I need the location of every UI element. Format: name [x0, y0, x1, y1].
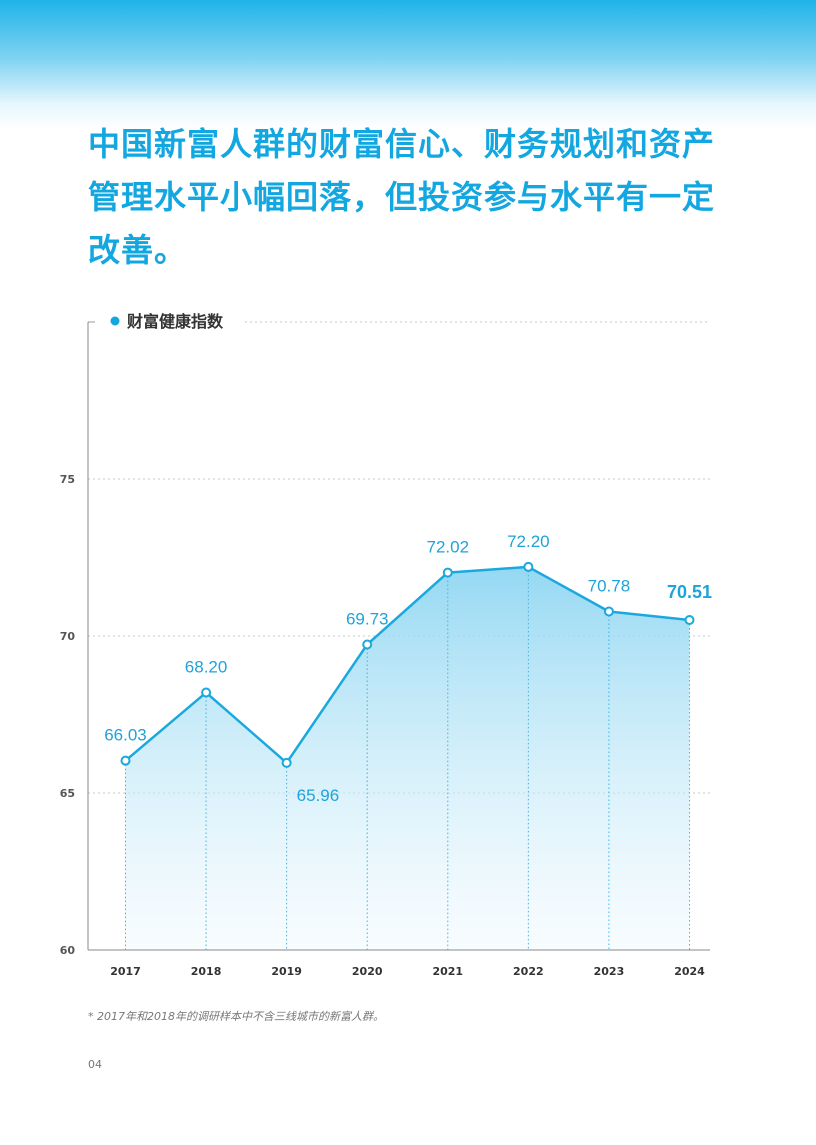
value-label: 72.02: [427, 538, 470, 557]
value-label: 72.20: [507, 532, 550, 551]
data-point: [201, 687, 212, 698]
data-point: [120, 755, 131, 766]
data-point: [442, 567, 453, 578]
x-tick-label: 2019: [271, 965, 302, 978]
x-tick-label: 2023: [594, 965, 625, 978]
y-tick-label: 70: [60, 630, 76, 643]
data-point: [523, 561, 534, 572]
data-point: [362, 639, 373, 650]
page-number: 04: [88, 1058, 102, 1071]
value-label: 68.20: [185, 658, 228, 677]
x-tick-label: 2017: [110, 965, 141, 978]
value-label: 70.78: [588, 577, 631, 596]
legend-label: 财富健康指数: [126, 312, 224, 331]
page-headline: 中国新富人群的财富信心、财务规划和资产管理水平小幅回落，但投资参与水平有一定改善…: [88, 125, 716, 269]
value-label: 70.51: [667, 582, 712, 602]
x-tick-label: 2021: [432, 965, 463, 978]
wealth-health-index-chart: 66.03 68.20 65.96 69.73 72.02 72.20 70.78 70.51…: [60, 312, 712, 978]
x-tick-label: 2020: [352, 965, 383, 978]
legend-marker: [110, 316, 120, 326]
data-point: [684, 614, 695, 625]
area-fill: [125, 566, 690, 950]
footnote: * 2017年和2018年的调研样本中不含三线城市的新富人群。: [88, 1010, 384, 1023]
data-point: [281, 757, 292, 768]
y-tick-label: 65: [60, 787, 75, 800]
y-tick-label: 75: [60, 473, 75, 486]
x-tick-label: 2018: [191, 965, 222, 978]
header-gradient-band: [0, 0, 816, 130]
series-line: [124, 565, 690, 765]
value-label: 69.73: [346, 609, 389, 628]
y-tick-label: 60: [60, 944, 76, 957]
x-tick-label: 2024: [674, 965, 705, 978]
data-point: [603, 606, 614, 617]
x-tick-label: 2022: [513, 965, 544, 978]
value-label: 65.96: [297, 786, 340, 805]
value-label: 66.03: [104, 726, 147, 745]
